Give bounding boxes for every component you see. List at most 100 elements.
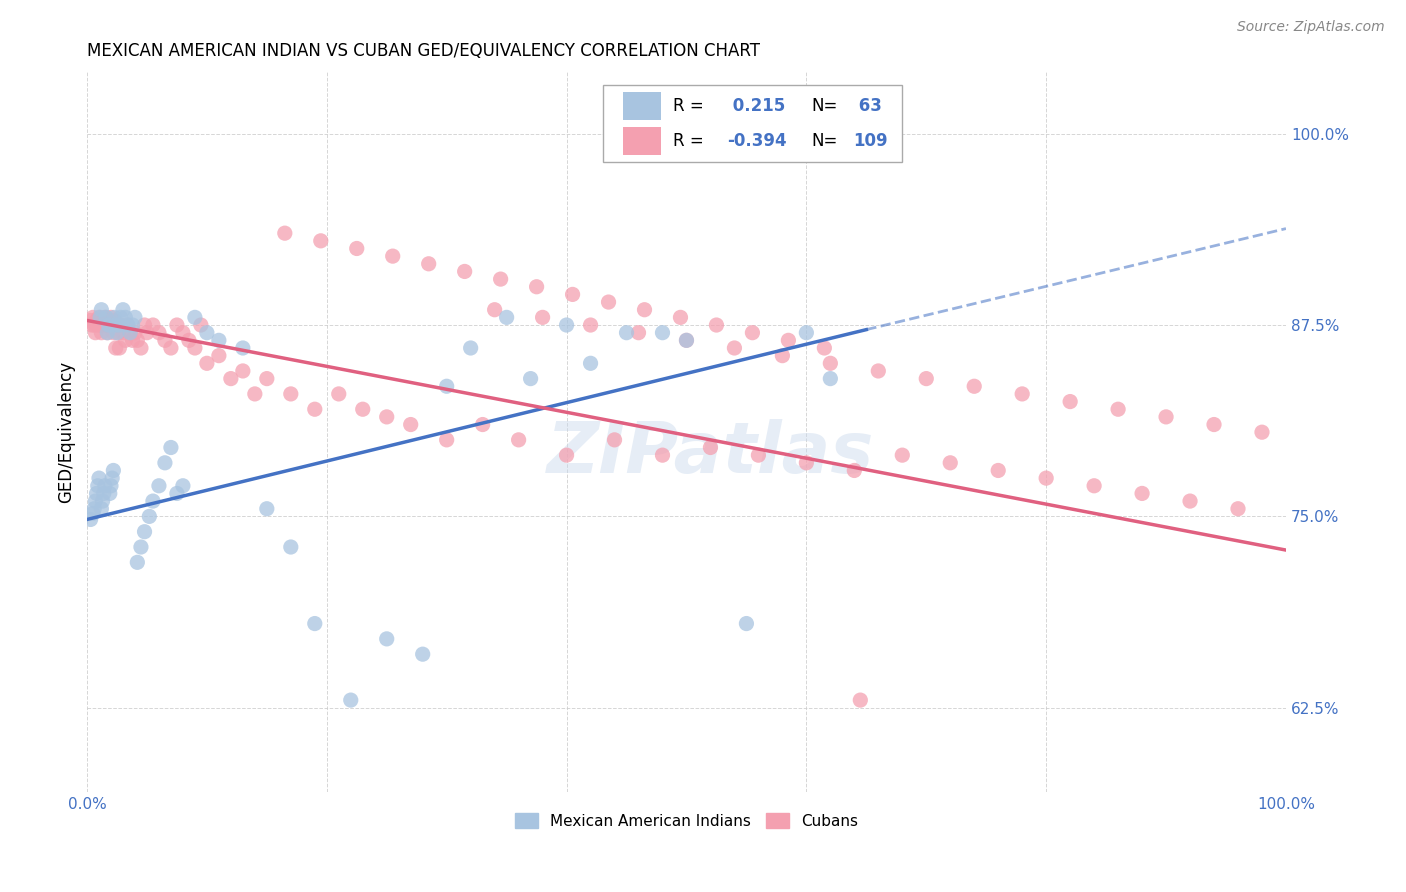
- Text: -0.394: -0.394: [727, 132, 787, 150]
- Point: [1227, 501, 1250, 516]
- Point: [1178, 494, 1201, 508]
- Text: N=: N=: [811, 132, 838, 150]
- Point: [915, 371, 938, 385]
- Point: [1154, 409, 1177, 424]
- Point: [148, 326, 170, 340]
- Point: [79, 512, 101, 526]
- Point: [111, 326, 134, 340]
- Text: N=: N=: [811, 97, 838, 115]
- Point: [436, 433, 458, 447]
- Point: [375, 409, 398, 424]
- Point: [778, 334, 800, 348]
- Point: [489, 272, 512, 286]
- Point: [627, 326, 650, 340]
- Point: [706, 318, 728, 332]
- Point: [939, 456, 962, 470]
- Point: [381, 249, 404, 263]
- Point: [160, 441, 183, 455]
- Text: 0.215: 0.215: [727, 97, 786, 115]
- Point: [328, 387, 350, 401]
- Point: [138, 509, 160, 524]
- Point: [796, 456, 818, 470]
- Point: [519, 371, 541, 385]
- Point: [98, 486, 121, 500]
- Point: [208, 334, 231, 348]
- Point: [813, 341, 835, 355]
- Legend: Mexican American Indians, Cubans: Mexican American Indians, Cubans: [509, 806, 865, 835]
- Point: [160, 341, 183, 355]
- Point: [868, 364, 890, 378]
- Point: [418, 257, 440, 271]
- Point: [127, 334, 149, 348]
- Point: [741, 326, 763, 340]
- Point: [723, 341, 745, 355]
- Point: [93, 318, 115, 332]
- Point: [103, 463, 125, 477]
- Point: [669, 310, 692, 325]
- Point: [153, 334, 176, 348]
- Point: [90, 326, 112, 340]
- Point: [304, 402, 326, 417]
- Point: [136, 326, 159, 340]
- Point: [243, 387, 266, 401]
- Point: [94, 479, 117, 493]
- Point: [274, 226, 297, 240]
- Point: [1130, 486, 1153, 500]
- Point: [484, 302, 506, 317]
- Point: [80, 318, 103, 332]
- Text: Source: ZipAtlas.com: Source: ZipAtlas.com: [1237, 20, 1385, 34]
- Point: [114, 334, 136, 348]
- Point: [97, 313, 120, 327]
- Point: [460, 341, 482, 355]
- Point: [142, 494, 165, 508]
- FancyBboxPatch shape: [623, 128, 661, 155]
- Point: [399, 417, 422, 432]
- Text: R =: R =: [673, 132, 704, 150]
- Point: [309, 234, 332, 248]
- Point: [616, 326, 638, 340]
- Point: [495, 310, 517, 325]
- Point: [232, 364, 254, 378]
- Point: [531, 310, 554, 325]
- Point: [1011, 387, 1033, 401]
- Text: ZIPatlas: ZIPatlas: [547, 419, 875, 488]
- Point: [87, 479, 110, 493]
- Point: [87, 318, 110, 332]
- Point: [346, 242, 368, 256]
- Point: [104, 341, 127, 355]
- Point: [820, 371, 842, 385]
- Point: [117, 318, 139, 332]
- FancyBboxPatch shape: [623, 92, 661, 120]
- Point: [256, 371, 278, 385]
- Point: [101, 318, 124, 332]
- Point: [100, 479, 122, 493]
- Point: [453, 264, 475, 278]
- Point: [120, 326, 142, 340]
- Point: [796, 326, 818, 340]
- Point: [699, 441, 721, 455]
- Point: [84, 326, 107, 340]
- Point: [121, 318, 143, 332]
- Point: [83, 318, 105, 332]
- Point: [375, 632, 398, 646]
- Point: [105, 318, 128, 332]
- Point: [555, 318, 578, 332]
- Point: [603, 433, 626, 447]
- Point: [129, 341, 152, 355]
- Point: [124, 326, 146, 340]
- Point: [508, 433, 530, 447]
- Point: [103, 310, 125, 325]
- Point: [103, 326, 125, 340]
- Text: 63: 63: [853, 97, 882, 115]
- Point: [111, 302, 134, 317]
- Point: [412, 647, 434, 661]
- Point: [89, 318, 111, 332]
- Point: [208, 349, 231, 363]
- Point: [96, 326, 118, 340]
- Point: [849, 693, 872, 707]
- Point: [735, 616, 758, 631]
- Point: [110, 310, 132, 325]
- Point: [82, 506, 104, 520]
- Point: [108, 341, 131, 355]
- Point: [770, 349, 793, 363]
